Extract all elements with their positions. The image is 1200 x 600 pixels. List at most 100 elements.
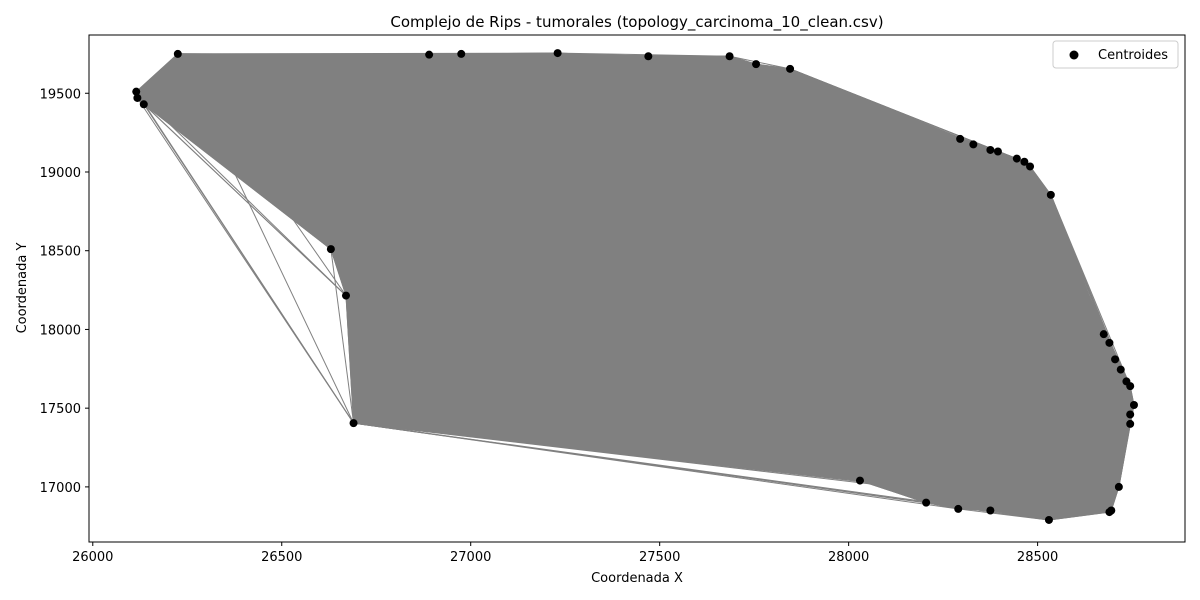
rips-edge (177, 53, 1025, 163)
x-tick-label: 26000 (72, 550, 113, 565)
centroid-point (1105, 338, 1114, 347)
rips-edge (789, 68, 927, 503)
rips-edge (345, 295, 1135, 406)
rips-edge (859, 151, 999, 481)
centroid-point (1044, 515, 1053, 524)
rips-edge (330, 55, 730, 250)
rips-edge (353, 380, 1127, 424)
rips-edge (177, 53, 347, 296)
centroid-point (725, 52, 734, 61)
centroid-point (1129, 401, 1138, 410)
rips-edge (330, 151, 998, 250)
rips-edge (859, 333, 1105, 482)
rips-edge (925, 414, 1131, 504)
x-tick-label: 28500 (1017, 550, 1058, 565)
x-tick-label: 28000 (828, 550, 869, 565)
y-axis: 17000 17500 18000 18500 19000 19500 (40, 87, 89, 496)
centroid-point (993, 147, 1002, 156)
rips-edge (755, 63, 791, 70)
rips-edge (647, 55, 927, 503)
rips-edge (143, 54, 430, 105)
rips-edge (353, 413, 1131, 424)
rips-edge (789, 68, 1110, 344)
rips-edge (859, 149, 991, 481)
rips-edge (557, 52, 1120, 488)
rips-edge (789, 68, 959, 510)
rips-edge (428, 54, 959, 510)
y-tick-label: 19500 (40, 87, 81, 102)
centroid-point (1114, 482, 1123, 491)
rips-edge (647, 55, 959, 510)
rips-edge (143, 103, 332, 250)
rips-edge (1048, 511, 1110, 521)
centroid-point (644, 52, 653, 61)
rips-edge (330, 248, 1120, 488)
rips-edge (428, 54, 861, 481)
rips-edge (345, 194, 1051, 297)
rips-edge (1050, 194, 1131, 425)
rips-edge (330, 248, 1116, 360)
rips-edge (345, 295, 1127, 382)
centroid-point (1012, 154, 1021, 163)
legend-label: Centroides (1098, 48, 1168, 63)
centroid-point (133, 93, 142, 102)
rips-edge (789, 68, 1110, 513)
rips-edge (330, 248, 1121, 371)
rips-edge (345, 295, 1050, 521)
rips-edge (345, 295, 355, 424)
rips-edge (345, 295, 991, 511)
rips-edge (729, 56, 927, 503)
rips-edge (353, 158, 1018, 424)
rips-edge (345, 295, 1131, 425)
rips-edge (428, 54, 1120, 488)
centroid-point (1116, 365, 1125, 374)
rips-edge (859, 342, 1110, 482)
rips-edge (137, 97, 1031, 167)
rips-edge (647, 55, 1050, 521)
points-layer (132, 49, 1138, 524)
rips-edge (177, 53, 927, 504)
rips-edge (1108, 423, 1131, 513)
rips-edge (345, 149, 991, 297)
rips-edge (789, 68, 991, 511)
x-tick-label: 27000 (450, 550, 491, 565)
rips-edge (925, 158, 1018, 503)
rips-edge (647, 56, 861, 481)
rips-edge (755, 64, 861, 481)
rips-edge (136, 91, 1050, 521)
plot-area (132, 49, 1138, 524)
centroid-point (855, 476, 864, 485)
centroid-point (1046, 190, 1055, 199)
rips-edge (428, 54, 1131, 415)
rips-edge (957, 404, 1135, 510)
x-tick-label: 27500 (639, 550, 680, 565)
rips-edge (1050, 194, 1131, 387)
rips-edge (330, 248, 1131, 415)
y-tick-label: 17500 (40, 402, 81, 417)
rips-edge (330, 248, 959, 510)
rips-edge (330, 248, 861, 482)
rips-edge (353, 369, 1121, 424)
rips-edge (925, 423, 1131, 504)
centroid-point (341, 291, 350, 300)
centroid-point (1020, 157, 1029, 166)
rips-edge (957, 380, 1127, 510)
x-tick-label: 26500 (261, 550, 302, 565)
rips-edge (353, 333, 1104, 424)
y-axis-label: Coordenada Y (15, 243, 30, 334)
rips-edge (137, 53, 462, 99)
rips-edge (557, 52, 1131, 415)
rips-edge (330, 248, 347, 296)
rips-edge (330, 248, 1131, 387)
rips-edge (353, 422, 927, 504)
rips-edge (461, 53, 757, 65)
rips-edge (177, 53, 959, 510)
rips-edge (989, 151, 999, 511)
rips-edge (345, 295, 1131, 415)
rips-edge (353, 166, 1031, 424)
rips-edge (143, 103, 347, 296)
rips-edge (353, 53, 462, 424)
rips-edge (990, 423, 1131, 511)
centroid-point (986, 506, 995, 515)
rips-edge (137, 53, 179, 99)
